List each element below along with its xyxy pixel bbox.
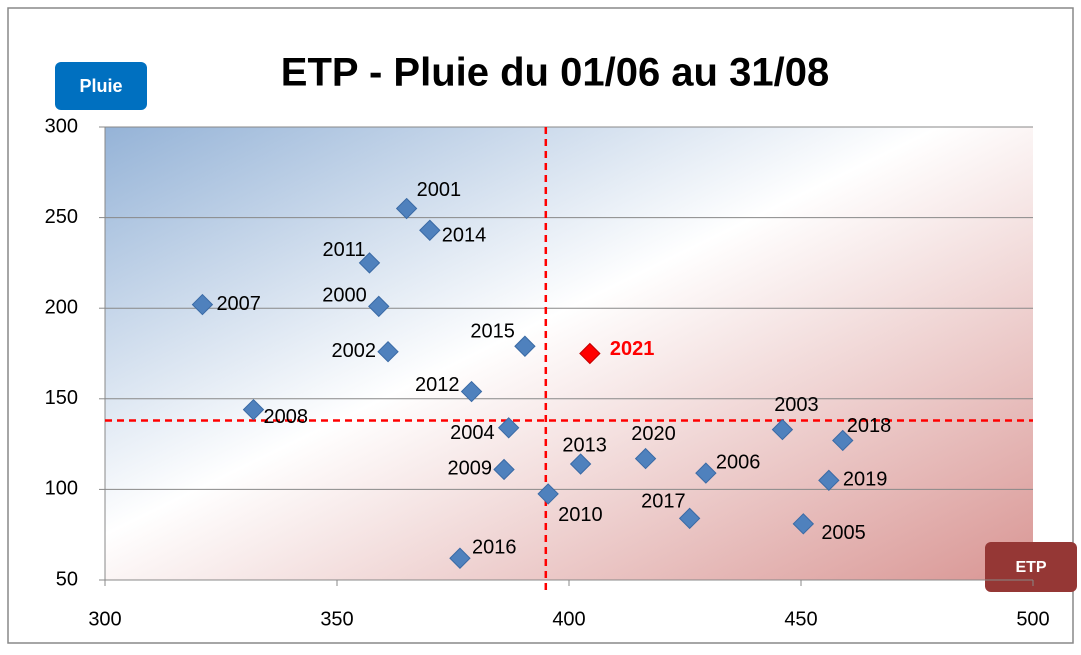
point-label: 2000	[322, 285, 367, 307]
point	[358, 252, 381, 274]
point-label: 2001	[417, 179, 462, 201]
x-axis-label: ETP	[1015, 559, 1046, 576]
point	[377, 340, 399, 363]
point	[818, 469, 840, 492]
y-tick-label: 100	[45, 478, 78, 500]
point	[191, 293, 214, 316]
y-tick-label: 250	[45, 206, 78, 228]
point	[832, 429, 854, 452]
point	[579, 342, 601, 365]
x-tick-label: 300	[88, 608, 121, 630]
point	[537, 483, 559, 505]
point	[678, 507, 701, 530]
point	[569, 453, 592, 475]
point-label: 2010	[558, 504, 603, 526]
point	[634, 447, 657, 470]
y-tick-label: 300	[45, 115, 78, 137]
point-label: 2017	[641, 491, 686, 513]
x-tick-label: 350	[320, 608, 353, 630]
point	[395, 197, 418, 220]
point-label: 2019	[843, 469, 888, 491]
point	[242, 398, 265, 421]
chart-title: ETP - Pluie du 01/06 au 31/08	[281, 51, 829, 95]
point	[771, 418, 794, 441]
point-label: 2012	[415, 374, 460, 396]
point-label: 2014	[442, 225, 487, 247]
point-label: 2007	[216, 293, 261, 315]
point-label: 2013	[562, 434, 607, 456]
point	[695, 462, 717, 484]
y-tick-label: 200	[45, 296, 78, 318]
plot-area	[105, 127, 1033, 580]
point	[497, 417, 520, 439]
point	[449, 547, 471, 569]
y-tick-label: 50	[56, 568, 78, 590]
point	[460, 380, 483, 403]
point-label: 2006	[716, 451, 761, 473]
point	[493, 458, 515, 481]
point-label: 2008	[263, 406, 308, 428]
point-label: 2004	[450, 422, 495, 444]
point	[792, 513, 815, 535]
point-label: 2018	[847, 415, 892, 437]
x-tick-label: 450	[784, 608, 817, 630]
point	[368, 295, 390, 318]
y-tick-label: 150	[45, 387, 78, 409]
point-label: 2021	[610, 338, 655, 360]
y-axis-label: Pluie	[79, 76, 122, 96]
point-label: 2020	[631, 423, 676, 445]
point-label: 2005	[821, 522, 866, 544]
point	[419, 219, 441, 241]
y-label-box	[55, 62, 147, 110]
point-label: 2015	[470, 321, 515, 343]
x-tick-label: 400	[552, 608, 585, 630]
point	[514, 335, 536, 357]
point-label: 2003	[774, 394, 819, 416]
x-tick-label: 500	[1016, 608, 1049, 630]
point-label: 2011	[322, 239, 365, 261]
point-label: 2009	[448, 458, 493, 480]
point-label: 2002	[332, 340, 377, 362]
point-label: 2016	[472, 537, 516, 559]
